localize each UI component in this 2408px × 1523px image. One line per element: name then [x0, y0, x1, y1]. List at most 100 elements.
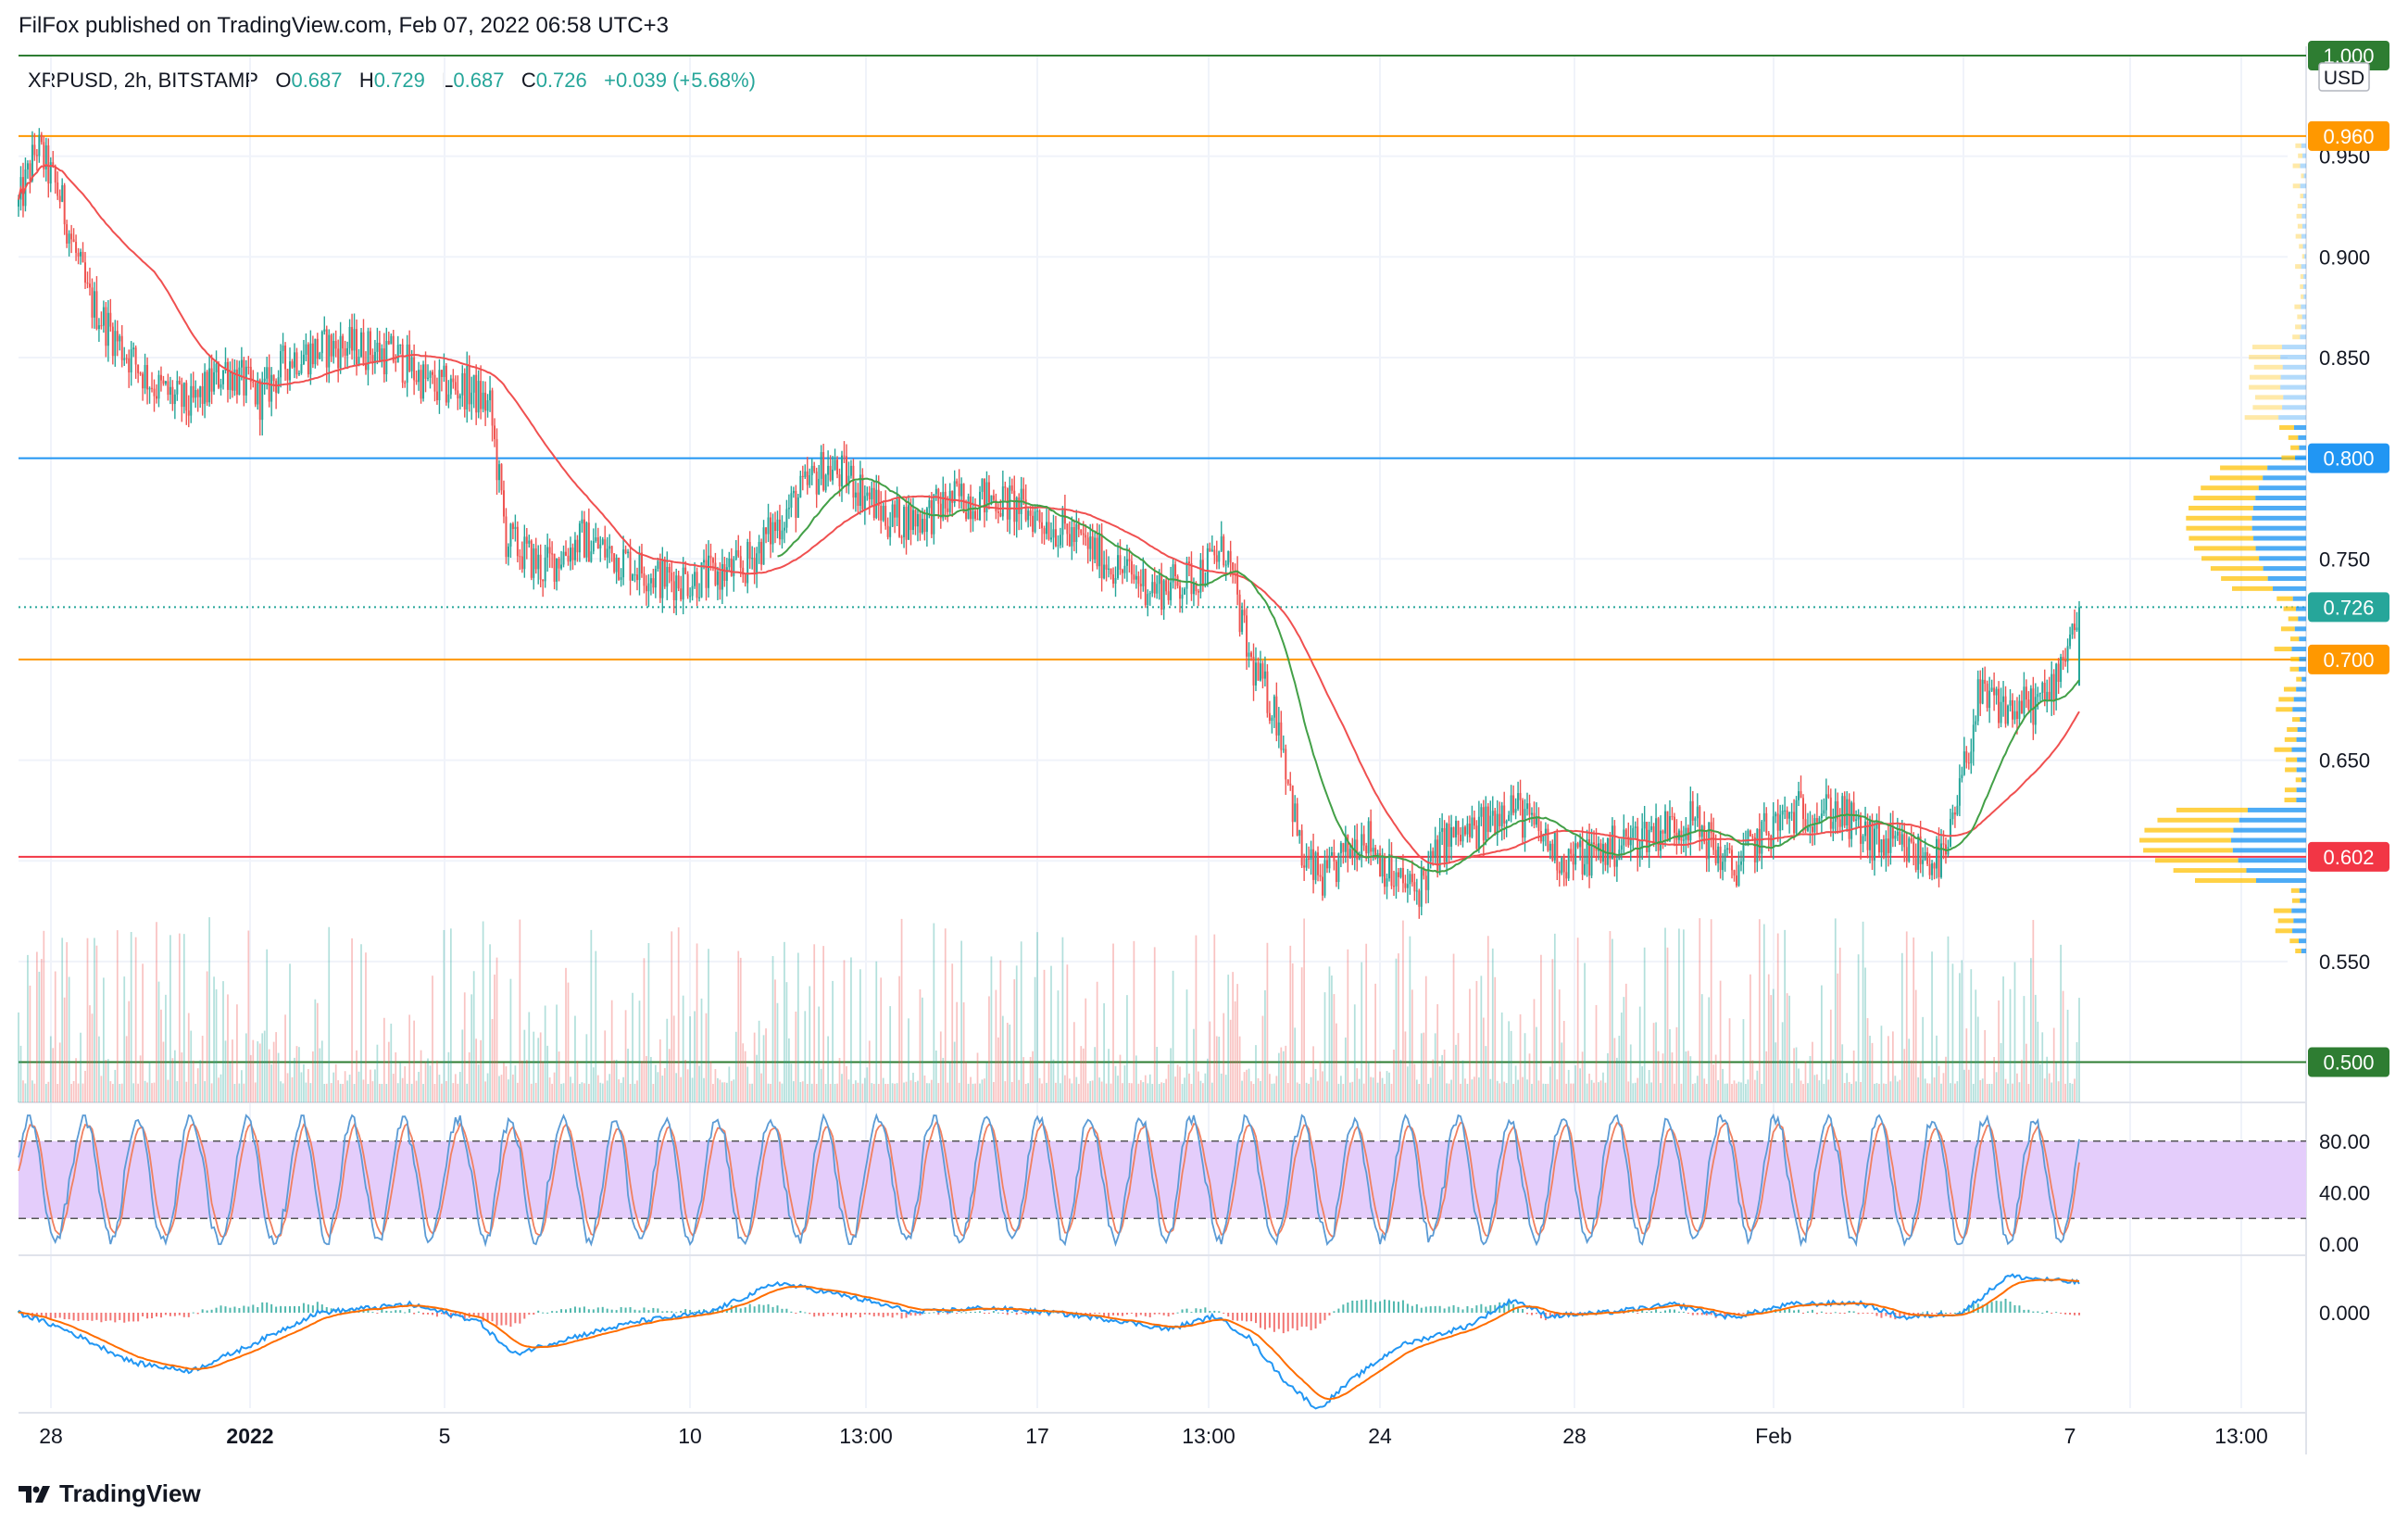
candle-body: [1908, 837, 1911, 862]
macd-histogram-bar: [983, 1313, 985, 1315]
candle-body: [1323, 860, 1326, 896]
macd-histogram-bar: [694, 1312, 696, 1314]
candle-body: [686, 573, 689, 597]
candle-body: [162, 380, 165, 384]
macd-histogram-bar: [1392, 1301, 1395, 1313]
volume-bar: [66, 942, 69, 1102]
macd-histogram-bar: [1429, 1306, 1432, 1313]
candle-body: [1961, 774, 1963, 779]
candle-body: [1936, 838, 1938, 869]
volume-bar: [385, 1084, 388, 1102]
candle-body: [1772, 816, 1775, 847]
candle-body: [1891, 826, 1894, 839]
candle-body: [933, 494, 935, 535]
volume-bar: [1689, 1056, 1692, 1102]
volume-bar: [859, 969, 861, 1102]
candle-body: [647, 583, 650, 592]
volume-bar: [590, 929, 593, 1102]
candle-body: [480, 381, 483, 409]
volume-bar: [1344, 1037, 1347, 1102]
macd-histogram-bar: [325, 1306, 328, 1313]
volume-bar: [792, 1081, 795, 1102]
candle-body: [1841, 796, 1844, 827]
volume-bar: [1938, 1065, 1940, 1102]
candle-body: [1905, 847, 1908, 862]
candle-body: [1604, 844, 1607, 865]
candle-body: [1767, 833, 1770, 836]
candle-body: [649, 578, 652, 584]
volume-bar: [1238, 1036, 1241, 1102]
volume-bar: [847, 1079, 850, 1102]
macd-histogram-bar: [606, 1308, 608, 1313]
candle-body: [72, 239, 75, 243]
candle-body: [990, 495, 993, 503]
macd-histogram-bar: [748, 1303, 751, 1313]
volume-bar: [35, 951, 38, 1102]
candle-body: [596, 537, 599, 549]
candle-body: [1401, 868, 1404, 884]
candle-body: [744, 574, 746, 584]
volume-bar: [314, 999, 317, 1102]
volume-bar: [294, 1057, 295, 1102]
candle-body: [1717, 846, 1720, 863]
macd-histogram-bar: [868, 1313, 871, 1315]
macd-histogram-bar: [1471, 1308, 1474, 1313]
volume-bar: [1469, 988, 1471, 1102]
candle-body: [1367, 821, 1370, 854]
candle-body: [199, 385, 202, 397]
volume-bar: [658, 1038, 661, 1102]
volume-bar: [728, 1066, 731, 1102]
volume-bar: [1236, 984, 1238, 1102]
vp-bar-up: [2201, 556, 2260, 561]
candle-body: [210, 368, 213, 392]
candle-body: [395, 361, 397, 363]
candle-body: [1857, 816, 1860, 820]
macd-histogram-bar: [1917, 1313, 1920, 1315]
volume-bar: [241, 1070, 243, 1102]
vp-bar-up: [2292, 334, 2301, 340]
volume-bar: [91, 1013, 94, 1102]
macd-histogram-bar: [284, 1306, 287, 1313]
volume-bar: [684, 1060, 687, 1102]
volume-bar: [477, 1064, 480, 1102]
volume-bar: [896, 1083, 898, 1102]
volume-bar: [1407, 1066, 1409, 1102]
macd-histogram-bar: [970, 1312, 972, 1314]
candle-body: [1499, 813, 1501, 826]
macd-histogram-bar: [1108, 1313, 1110, 1317]
volume-bar: [1762, 924, 1765, 1102]
candle-body: [1724, 850, 1726, 862]
volume-bar: [1423, 1032, 1425, 1102]
vp-bar-up: [2296, 213, 2302, 219]
volume-bar: [1347, 949, 1349, 1102]
tradingview-logo[interactable]: TradingView: [19, 1479, 201, 1508]
volume-bar: [1675, 1026, 1678, 1102]
vp-bar-down: [2291, 908, 2306, 913]
volume-bar: [767, 1083, 770, 1102]
macd-histogram-bar: [2078, 1313, 2080, 1315]
tradingview-brand: TradingView: [59, 1479, 201, 1507]
macd-histogram-bar: [956, 1313, 959, 1314]
candle-body: [1052, 529, 1055, 538]
macd-histogram-bar: [435, 1313, 438, 1317]
volume-bar: [627, 1049, 629, 1102]
volume-bar: [374, 1069, 376, 1102]
volume-bar: [1671, 1051, 1674, 1102]
volume-bar: [1765, 1051, 1768, 1102]
volume-bar: [1561, 1042, 1563, 1102]
volume-bar: [1167, 1064, 1170, 1102]
volume-bar: [1737, 1081, 1740, 1102]
candle-body: [351, 326, 354, 351]
vp-bar-up: [2201, 485, 2259, 491]
candle-body: [1114, 577, 1117, 585]
candle-body: [919, 514, 922, 534]
price-tick-label: 0.650: [2319, 749, 2370, 773]
macd-histogram-bar: [1581, 1313, 1584, 1315]
volume-bar: [357, 1071, 360, 1102]
volume-bar: [843, 960, 846, 1102]
volume-bar: [1708, 997, 1711, 1102]
macd-histogram-bar: [1323, 1313, 1326, 1321]
candle-body: [289, 361, 292, 381]
volume-bar: [868, 1040, 871, 1102]
